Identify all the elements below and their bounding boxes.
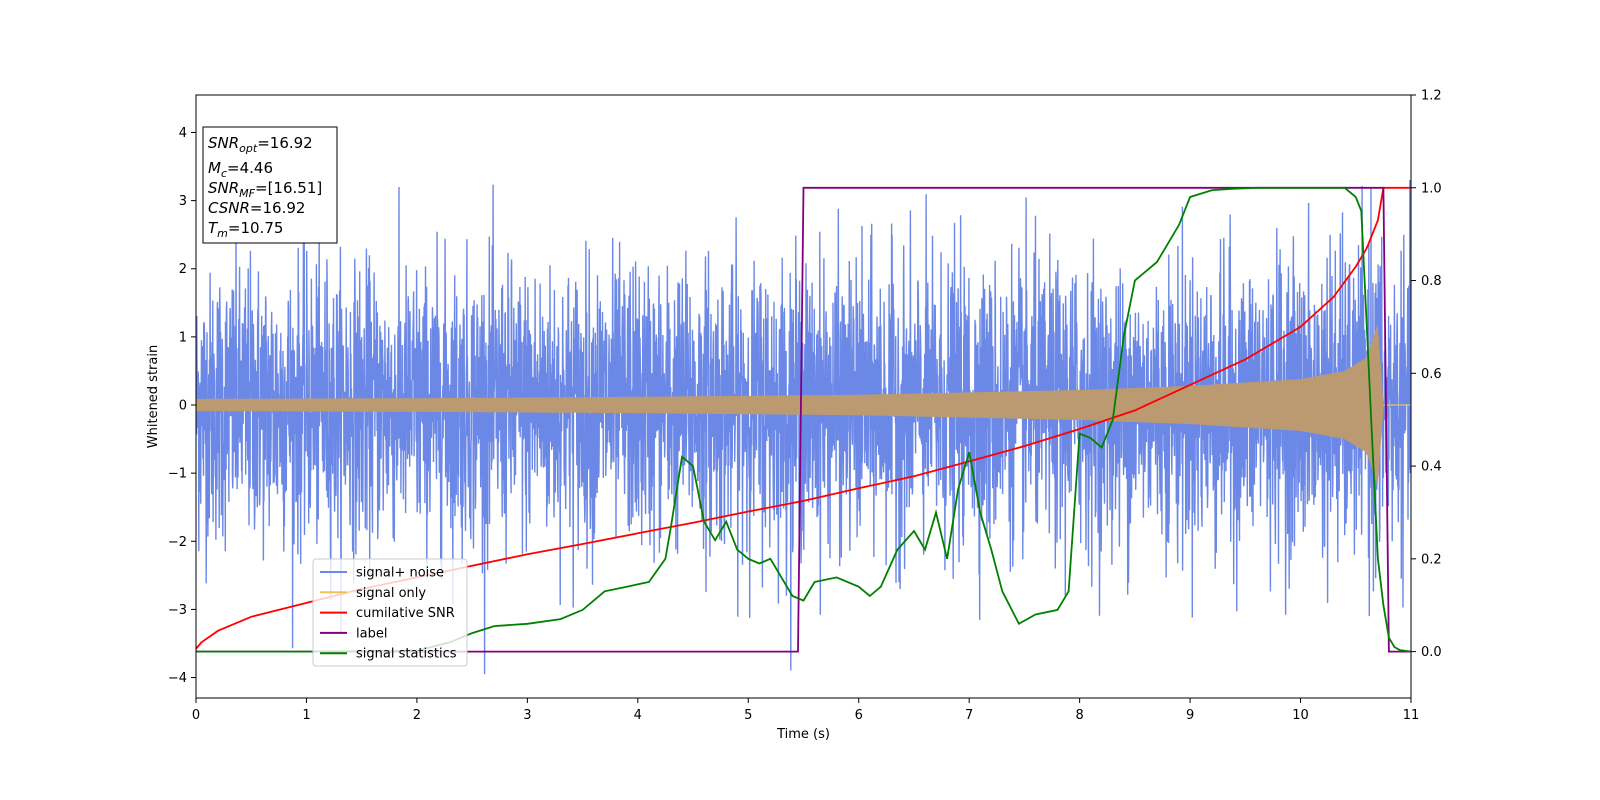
legend-label: cumilative SNR bbox=[356, 606, 455, 621]
legend-label: signal only bbox=[356, 586, 426, 601]
y-right-tick-label: 0.8 bbox=[1421, 274, 1442, 289]
x-tick-label: 6 bbox=[855, 708, 863, 723]
y-right-tick-label: 0.0 bbox=[1421, 645, 1442, 660]
x-tick-label: 11 bbox=[1403, 708, 1420, 723]
label-line bbox=[196, 186, 1411, 653]
y-right-tick-label: 0.6 bbox=[1421, 367, 1442, 382]
x-tick-label: 3 bbox=[523, 708, 531, 723]
y-axis-label: Whitened strain bbox=[146, 345, 161, 448]
info-line: Tm=10.75 bbox=[208, 219, 283, 240]
info-line: CSNR=16.92 bbox=[208, 199, 305, 217]
x-axis: 0 1 2 3 4 5 6 7 8 9 10 11 bbox=[192, 698, 1419, 723]
x-tick-label: 0 bbox=[192, 708, 200, 723]
y-right-tick-label: 1.2 bbox=[1421, 89, 1442, 104]
legend-label: signal+ noise bbox=[356, 566, 444, 581]
info-box-frame bbox=[202, 126, 338, 244]
x-tick-label: 2 bbox=[413, 708, 421, 723]
y-right-tick-label: 0.4 bbox=[1421, 460, 1442, 475]
signal-statistics-line bbox=[196, 186, 1411, 653]
x-tick-label: 4 bbox=[634, 708, 642, 723]
y-right-tick-label: 1.0 bbox=[1421, 181, 1442, 196]
plot-frame bbox=[195, 94, 1412, 699]
signal-only-series bbox=[196, 324, 1411, 486]
legend-label: label bbox=[356, 626, 387, 641]
x-tick-label: 9 bbox=[1186, 708, 1194, 723]
y-left-tick-label: −2 bbox=[168, 535, 187, 550]
legend-label: signal statistics bbox=[356, 647, 457, 662]
y-left-tick-label: 4 bbox=[179, 126, 187, 141]
y-left-tick-label: 2 bbox=[179, 262, 187, 277]
legend: signal+ noise signal only cumilative SNR la… bbox=[312, 558, 468, 667]
x-tick-label: 10 bbox=[1292, 708, 1309, 723]
info-line: SNRopt=16.92 bbox=[208, 134, 313, 155]
y-axis-left: −4 −3 −2 −1 0 1 2 3 4 bbox=[168, 126, 196, 686]
y-right-tick-label: 0.2 bbox=[1421, 552, 1442, 567]
x-tick-label: 5 bbox=[744, 708, 752, 723]
info-box: SNRopt=16.92 Mc=4.46SNRMF=[16.51]CSNR=16.… bbox=[202, 126, 338, 244]
x-tick-label: 7 bbox=[965, 708, 973, 723]
y-left-tick-label: −4 bbox=[168, 671, 187, 686]
y-left-tick-label: −3 bbox=[168, 603, 187, 618]
x-axis-label: Time (s) bbox=[776, 727, 830, 742]
y-left-tick-label: −1 bbox=[168, 467, 187, 482]
signal-only-band bbox=[196, 324, 1411, 486]
y-left-tick-label: 3 bbox=[179, 194, 187, 209]
y-axis-right: 0.0 0.2 0.4 0.6 0.8 1.0 1.2 bbox=[1411, 89, 1442, 660]
y-left-tick-label: 1 bbox=[179, 330, 187, 345]
legend-frame bbox=[312, 558, 468, 667]
y-left-tick-label: 0 bbox=[179, 399, 187, 414]
x-tick-label: 8 bbox=[1075, 708, 1083, 723]
info-line: SNRMF=[16.51] bbox=[208, 179, 322, 200]
x-tick-label: 1 bbox=[302, 708, 310, 723]
info-line: Mc=4.46 bbox=[208, 159, 273, 180]
